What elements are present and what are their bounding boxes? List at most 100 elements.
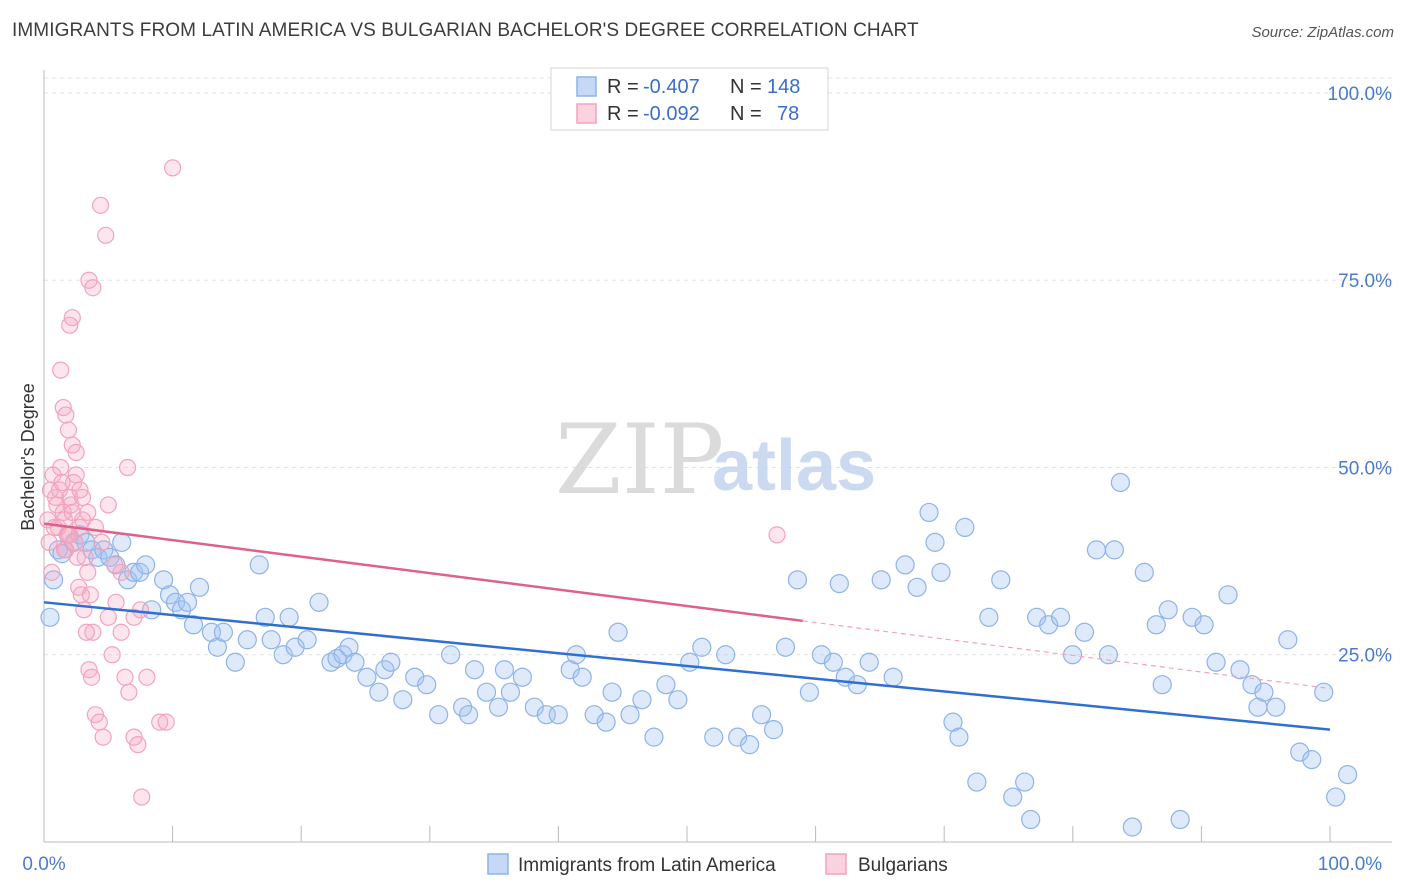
bulgarians-point xyxy=(61,316,79,334)
bulgarians-point xyxy=(40,533,58,551)
latin-america-point xyxy=(1266,697,1286,717)
bulgarians-point xyxy=(67,466,85,484)
latin-america-point xyxy=(931,562,951,582)
y-axis-title: Bachelor's Degree xyxy=(18,383,38,531)
latin-america-point xyxy=(967,772,987,792)
latin-america-point xyxy=(524,697,544,717)
bulgarians-point xyxy=(91,196,110,214)
legend-r-value-1: -0.407 xyxy=(643,76,700,98)
latin-america-point xyxy=(1027,607,1047,627)
latin-america-point xyxy=(1314,682,1334,702)
bottom-legend-swatch-pink xyxy=(825,853,847,875)
latin-america-point xyxy=(1338,764,1358,785)
latin-america-point xyxy=(279,607,299,627)
latin-america-point xyxy=(1086,540,1107,560)
bulgarians-point xyxy=(61,526,79,544)
latin-america-point xyxy=(512,667,532,687)
latin-america-point xyxy=(213,622,233,642)
y-tick-label-75: 75.0% xyxy=(1338,271,1392,292)
latin-america-point xyxy=(1003,787,1023,807)
gridlines xyxy=(44,77,1392,656)
bottom-legend-label-bulgarians: Bulgarians xyxy=(858,855,948,876)
latin-america-point xyxy=(476,682,497,702)
bulgarians-point xyxy=(129,736,147,754)
latin-america-point xyxy=(955,517,975,538)
legend-swatch-pink xyxy=(576,103,597,124)
bulgarians-point xyxy=(55,541,74,559)
bulgarians-point xyxy=(151,713,169,731)
latin-america-point xyxy=(369,682,389,702)
latin-america-point xyxy=(1050,607,1071,627)
latin-america-point xyxy=(608,622,628,642)
latin-america-point xyxy=(1170,809,1190,830)
latin-america-point xyxy=(488,697,509,717)
latin-america-point xyxy=(309,592,329,612)
legend-n-label-1: N = xyxy=(730,76,762,98)
latin-america-point xyxy=(907,577,927,597)
latin-america-point xyxy=(548,705,568,725)
series-latin-america-points xyxy=(40,472,1358,837)
bulgarians-point xyxy=(52,458,70,477)
bulgarians-point xyxy=(79,563,97,581)
latin-america-point xyxy=(225,652,245,672)
latin-america-point xyxy=(261,630,281,650)
legend-r-label-2: R = xyxy=(607,103,639,125)
latin-america-point xyxy=(1104,540,1125,560)
latin-america-point xyxy=(1098,645,1119,665)
latin-america-point xyxy=(494,660,515,680)
latin-america-point xyxy=(895,555,915,575)
legend-swatch-blue xyxy=(576,76,597,97)
latin-america-point xyxy=(124,562,144,582)
latin-america-point xyxy=(1158,600,1178,620)
latin-america-point xyxy=(1194,615,1214,635)
bulgarians-point xyxy=(120,683,138,701)
latin-america-point xyxy=(441,645,461,665)
bulgarians-point xyxy=(77,623,96,641)
latin-america-point xyxy=(751,705,772,725)
latin-america-point xyxy=(1122,817,1142,837)
latin-america-point xyxy=(112,532,132,552)
latin-america-point xyxy=(1134,562,1154,582)
latin-america-point xyxy=(991,570,1011,590)
latin-america-point xyxy=(357,667,377,687)
bulgarians-point xyxy=(52,361,70,379)
watermark-zip: ZIP xyxy=(555,404,724,516)
latin-america-point xyxy=(656,675,676,695)
latin-america-point xyxy=(787,570,808,590)
latin-america-point xyxy=(1326,787,1346,807)
latin-america-point xyxy=(1218,585,1238,605)
latin-america-point xyxy=(1230,660,1250,680)
correlation-legend: R = -0.407 N = 148 R = -0.092 N = 78 xyxy=(550,67,829,131)
bulgarians-point xyxy=(71,481,89,499)
latin-america-point xyxy=(811,645,831,665)
bulgarians-point xyxy=(103,646,121,664)
latin-america-point xyxy=(949,727,969,747)
y-tick-label-25: 25.0% xyxy=(1338,646,1392,667)
legend-r-value-2: -0.092 xyxy=(643,103,700,125)
source-credit: Source: ZipAtlas.com xyxy=(1251,24,1394,41)
latin-america-point xyxy=(393,690,413,710)
bulgarians-point xyxy=(43,563,61,581)
bulgarians-point xyxy=(93,533,111,551)
latin-america-point xyxy=(668,690,688,710)
latin-america-point xyxy=(620,705,640,725)
latin-america-point xyxy=(1039,615,1059,635)
latin-america-point xyxy=(183,615,204,635)
bulgarians-point xyxy=(164,159,182,177)
legend-n-value-1: 148 xyxy=(767,76,800,98)
latin-america-point xyxy=(680,652,700,672)
bulgarians-point xyxy=(133,788,151,806)
latin-america-point xyxy=(823,652,843,672)
chart-title: IMMIGRANTS FROM LATIN AMERICA VS BULGARI… xyxy=(12,20,919,41)
latin-america-point xyxy=(919,502,939,523)
latin-america-point xyxy=(136,555,156,575)
latin-america-point xyxy=(1152,675,1172,695)
latin-america-point xyxy=(327,648,347,669)
latin-america-point xyxy=(1242,675,1262,695)
latin-america-point xyxy=(716,645,736,665)
bulgarians-point xyxy=(59,421,78,439)
bulgarians-point xyxy=(53,473,71,492)
latin-america-point xyxy=(775,637,796,657)
latin-america-point xyxy=(1302,750,1322,770)
latin-america-point xyxy=(1290,742,1310,762)
